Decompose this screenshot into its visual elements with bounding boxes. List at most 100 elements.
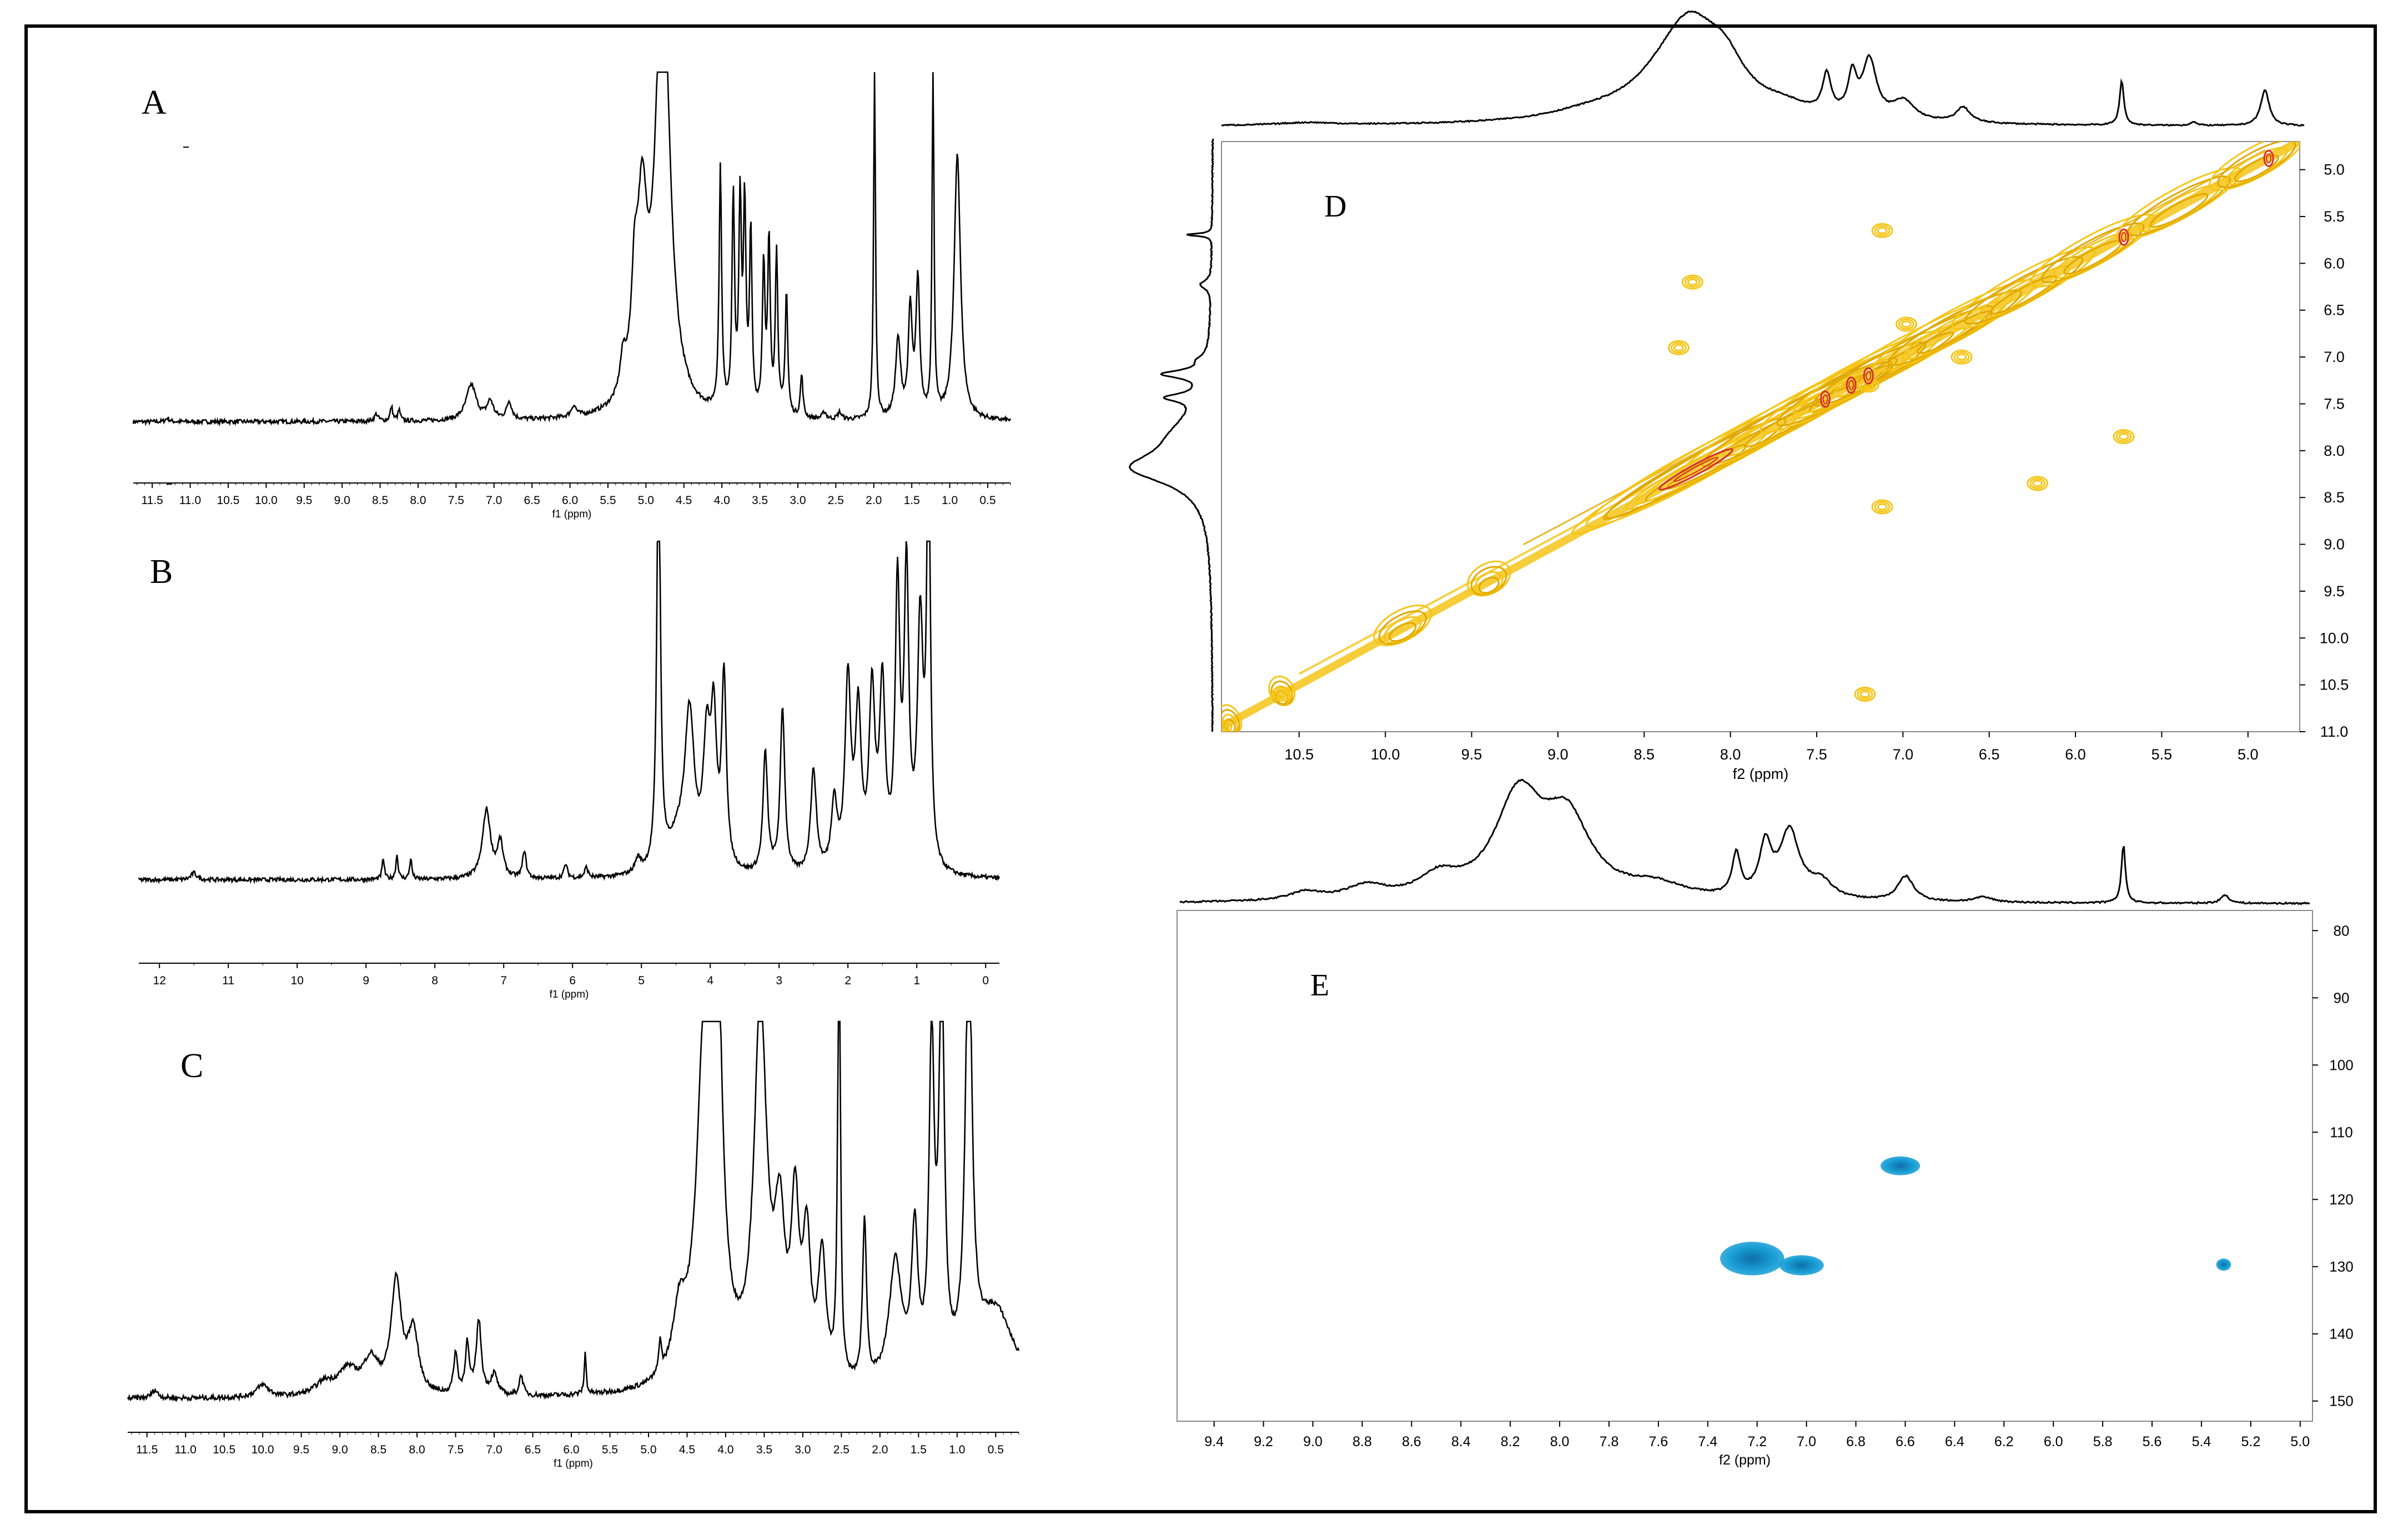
- cross-peak: [1221, 719, 1233, 732]
- cross-peak: [2032, 480, 2043, 487]
- correlation-spot: [2216, 1259, 2231, 1271]
- x-tick-label: 6.5: [524, 494, 540, 507]
- diagonal-contour: [1373, 604, 1432, 646]
- x-tick-label: 10: [291, 974, 304, 987]
- x-tick-label: 1.5: [904, 494, 920, 507]
- y-tick-label: 6.5: [2324, 302, 2345, 319]
- x-tick-label: 11.5: [136, 1443, 158, 1456]
- correlation-spot: [1720, 1241, 1784, 1276]
- cross-peak: [2027, 476, 2049, 491]
- y-tick-label: 5.5: [2324, 208, 2345, 225]
- cross-peak: [1901, 320, 1912, 328]
- cross-peak: [1950, 349, 1973, 365]
- cross-peak: [1857, 688, 1873, 700]
- x-tick-label: 8.5: [370, 1443, 386, 1456]
- y-tick-label: 8.0: [2324, 442, 2345, 459]
- x-tick-label: 10.0: [252, 1443, 274, 1456]
- x-axis-label: f1 (ppm): [552, 509, 592, 520]
- x-tick-label: 4.0: [714, 494, 730, 507]
- x-tick-label: 9.4: [1204, 1434, 1224, 1450]
- x-tick-label: 11.0: [175, 1443, 197, 1456]
- cross-peak: [1953, 351, 1970, 363]
- x-tick-label: 5.5: [600, 494, 616, 507]
- x-tick-label: 1.0: [949, 1443, 965, 1456]
- x-tick-label: 7.2: [1747, 1434, 1767, 1450]
- x-tick-label: 8.5: [1633, 746, 1655, 763]
- x-tick-label: 5.0: [640, 1443, 656, 1456]
- y-tick-label: 140: [2329, 1326, 2353, 1342]
- x-tick-label: 4.5: [679, 1443, 695, 1456]
- y-tick-label: 90: [2334, 989, 2350, 1006]
- x-tick-label: 9.2: [1254, 1434, 1273, 1450]
- x-tick-label: 6.4: [1945, 1434, 1964, 1450]
- x-tick-label: 8.0: [1550, 1434, 1570, 1450]
- panel-label: C: [180, 1047, 203, 1085]
- y-tick-label: 7.5: [2324, 395, 2345, 412]
- x-tick-label: 6.5: [1979, 746, 2000, 763]
- diagonal-contour: [1221, 704, 1243, 732]
- x-tick-label: 2: [844, 974, 851, 987]
- cross-peak: [1874, 501, 1891, 513]
- top-projection: [1221, 11, 2305, 127]
- x-tick-label: 0.5: [988, 1443, 1004, 1456]
- x-tick-label: 5.2: [2241, 1434, 2260, 1450]
- cross-peak: [1276, 691, 1288, 698]
- x-tick-label: 11.0: [179, 494, 201, 507]
- y-tick-label: 10.0: [2320, 630, 2349, 646]
- cross-peak: [1871, 223, 1893, 238]
- cross-peak: [2029, 477, 2046, 489]
- x-tick-label: 5.0: [2290, 1434, 2310, 1450]
- intense-core: [1822, 394, 1828, 405]
- x-tick-label: 2.5: [828, 494, 844, 507]
- diagonal-contour: [1990, 275, 2058, 315]
- x-tick-label: 7.8: [1600, 1434, 1619, 1450]
- x-tick-label: 2.5: [833, 1443, 849, 1456]
- x-tick-label: 10.0: [1371, 746, 1400, 763]
- spectrum-trace: [127, 1020, 1020, 1402]
- x-tick-label: 3.0: [790, 494, 806, 507]
- x-tick-label: 6.2: [1994, 1434, 2014, 1450]
- cross-peak: [2118, 433, 2129, 440]
- x-tick-label: 7.4: [1698, 1434, 1717, 1450]
- x-tick-label: 10.5: [213, 1443, 235, 1456]
- cross-peak: [1687, 278, 1698, 286]
- x-tick-label: 7.0: [486, 494, 502, 507]
- panel-B: B12 11 10 9 8 7 6 5 4 3 2 1 0f1 (ppm): [138, 540, 1001, 1000]
- intense-core: [1673, 456, 1719, 482]
- x-axis-label: f2 (ppm): [1733, 766, 1789, 782]
- panel-E: E 9.4 9.2 9.0 8.8 8.6 8.4 8.2 8.0 7.8 7.6 7.4 7.2 7.0…: [1177, 779, 2354, 1468]
- x-tick-label: 6.0: [2044, 1434, 2063, 1450]
- cross-peak: [1271, 687, 1293, 702]
- intense-core: [2118, 228, 2129, 246]
- x-tick-label: 1.0: [942, 494, 958, 507]
- intense-core: [1863, 367, 1874, 385]
- intense-core: [1820, 390, 1831, 408]
- x-tick-label: 5.5: [602, 1443, 618, 1456]
- x-tick-label: 6.0: [563, 1443, 579, 1456]
- cross-peak: [1670, 342, 1687, 354]
- y-tick-label: 8.5: [2324, 489, 2345, 506]
- intense-core: [2121, 232, 2127, 243]
- x-tick-label: 8.2: [1501, 1434, 1520, 1450]
- cross-peak: [1877, 503, 1888, 511]
- intense-core: [2263, 149, 2274, 167]
- x-tick-label: 7.0: [1797, 1434, 1816, 1450]
- y-tick-label: 80: [2334, 922, 2350, 939]
- diagonal-contour: [2149, 193, 2209, 228]
- x-tick-label: 2.0: [872, 1443, 888, 1456]
- cross-peak: [1857, 378, 1879, 393]
- x-tick-label: 0.5: [979, 494, 996, 507]
- cross-peak: [2115, 431, 2132, 442]
- x-tick-label: 9: [363, 974, 369, 987]
- y-tick-label: 6.0: [2324, 255, 2345, 271]
- y-tick-label: 110: [2330, 1124, 2352, 1140]
- x-tick-label: 6: [569, 974, 576, 987]
- x-tick-label: 6.6: [1896, 1434, 1915, 1450]
- y-tick-label: 10.5: [2320, 677, 2349, 693]
- x-axis-label: f1 (ppm): [550, 989, 589, 1000]
- plot-area: [1177, 910, 2313, 1422]
- diagonal-contour: [1478, 576, 1500, 594]
- x-tick-label: 5: [638, 974, 645, 987]
- x-tick-label: 1: [913, 974, 920, 987]
